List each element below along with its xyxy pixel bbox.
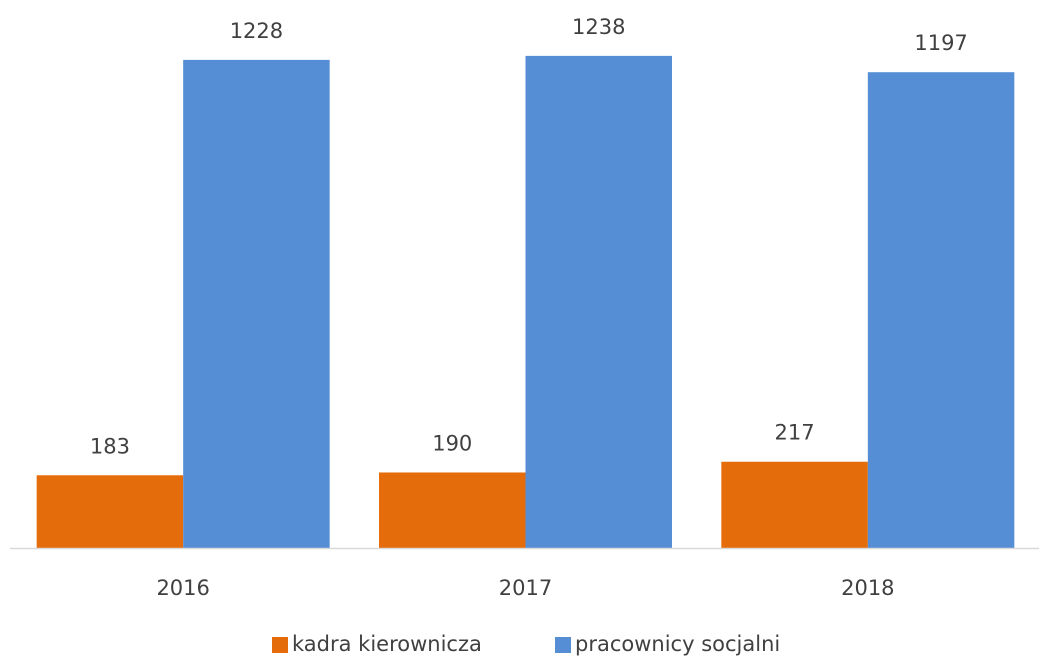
- x-tick-label: 2017: [499, 576, 552, 600]
- bar: [867, 72, 1015, 548]
- x-tick-label: 2018: [841, 576, 894, 600]
- data-label: 1228: [230, 19, 283, 43]
- data-label: 217: [775, 421, 815, 445]
- bar: [721, 461, 868, 548]
- data-label: 1197: [914, 31, 967, 55]
- data-label: 1238: [572, 15, 625, 39]
- legend-swatch: [555, 637, 571, 653]
- bar: [183, 59, 330, 549]
- legend-label: kadra kierownicza: [292, 632, 482, 656]
- bar: [379, 472, 526, 548]
- bar: [36, 475, 184, 548]
- legend-swatch: [272, 637, 288, 653]
- bar: [525, 55, 672, 549]
- legend-label: pracownicy socjalni: [575, 632, 780, 656]
- data-label: 183: [90, 434, 130, 458]
- data-label: 190: [432, 431, 472, 455]
- x-tick-label: 2016: [156, 576, 209, 600]
